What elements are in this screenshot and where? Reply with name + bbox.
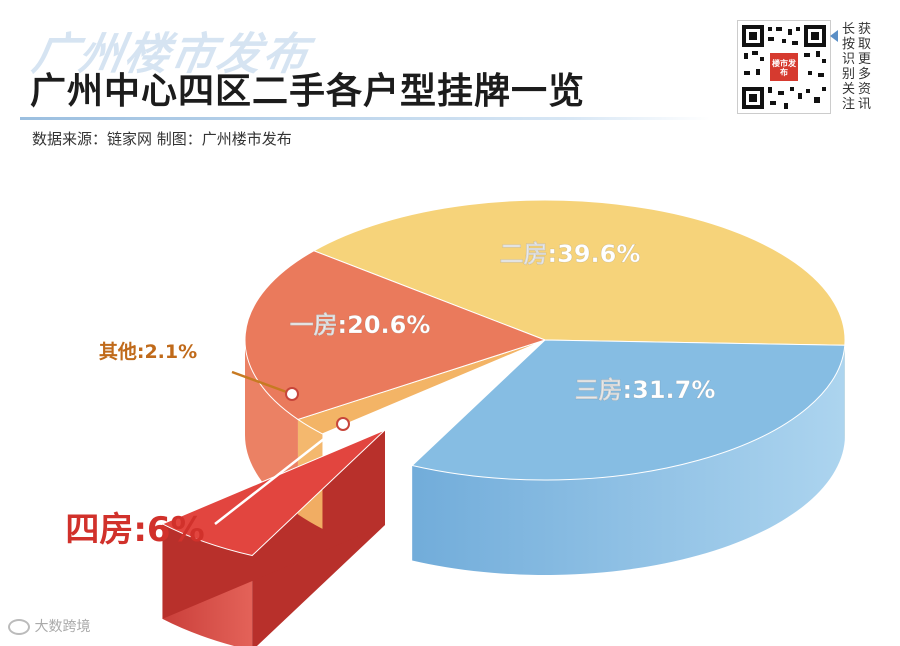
pie-side-三房 [412,345,845,575]
leader-line-其他 [231,370,293,396]
qr-side-text-right: 获取更多资讯 [858,22,872,112]
qr-side-text-left: 长按识别关注 [842,22,856,112]
slice-label-其他: 其他:2.1% [99,340,197,363]
qr-code-icon [742,25,826,109]
leader-dot-其他 [285,387,299,401]
qr-center-text: 楼市发布 [772,59,796,77]
pie-slice-三房 [411,339,846,481]
slice-label-一房: 一房:20.6% [290,311,431,339]
leader-dot-四房 [336,417,350,431]
watermark-logo-icon [8,619,30,635]
pie-slice-二房 [312,199,846,346]
qr-code[interactable]: 楼市发布 [737,20,831,114]
slice-label-四房: 四房:6% [65,510,204,550]
footer-watermark: 大数跨境 [8,616,90,636]
title-divider [20,117,710,120]
slice-label-三房: 三房:31.7% [575,376,716,404]
source-note: 数据来源：链家网 制图：广州楼市发布 [32,130,292,148]
triangle-icon [830,30,838,42]
watermark-text: 大数跨境 [34,619,91,635]
pie-slice-四房 [161,429,386,557]
leader-line-四房 [214,423,344,525]
slice-label-二房: 二房:39.6% [500,240,641,268]
pie-slice-一房 [244,250,547,420]
chart-title: 广州中心四区二手各户型挂牌一览 [30,71,586,112]
